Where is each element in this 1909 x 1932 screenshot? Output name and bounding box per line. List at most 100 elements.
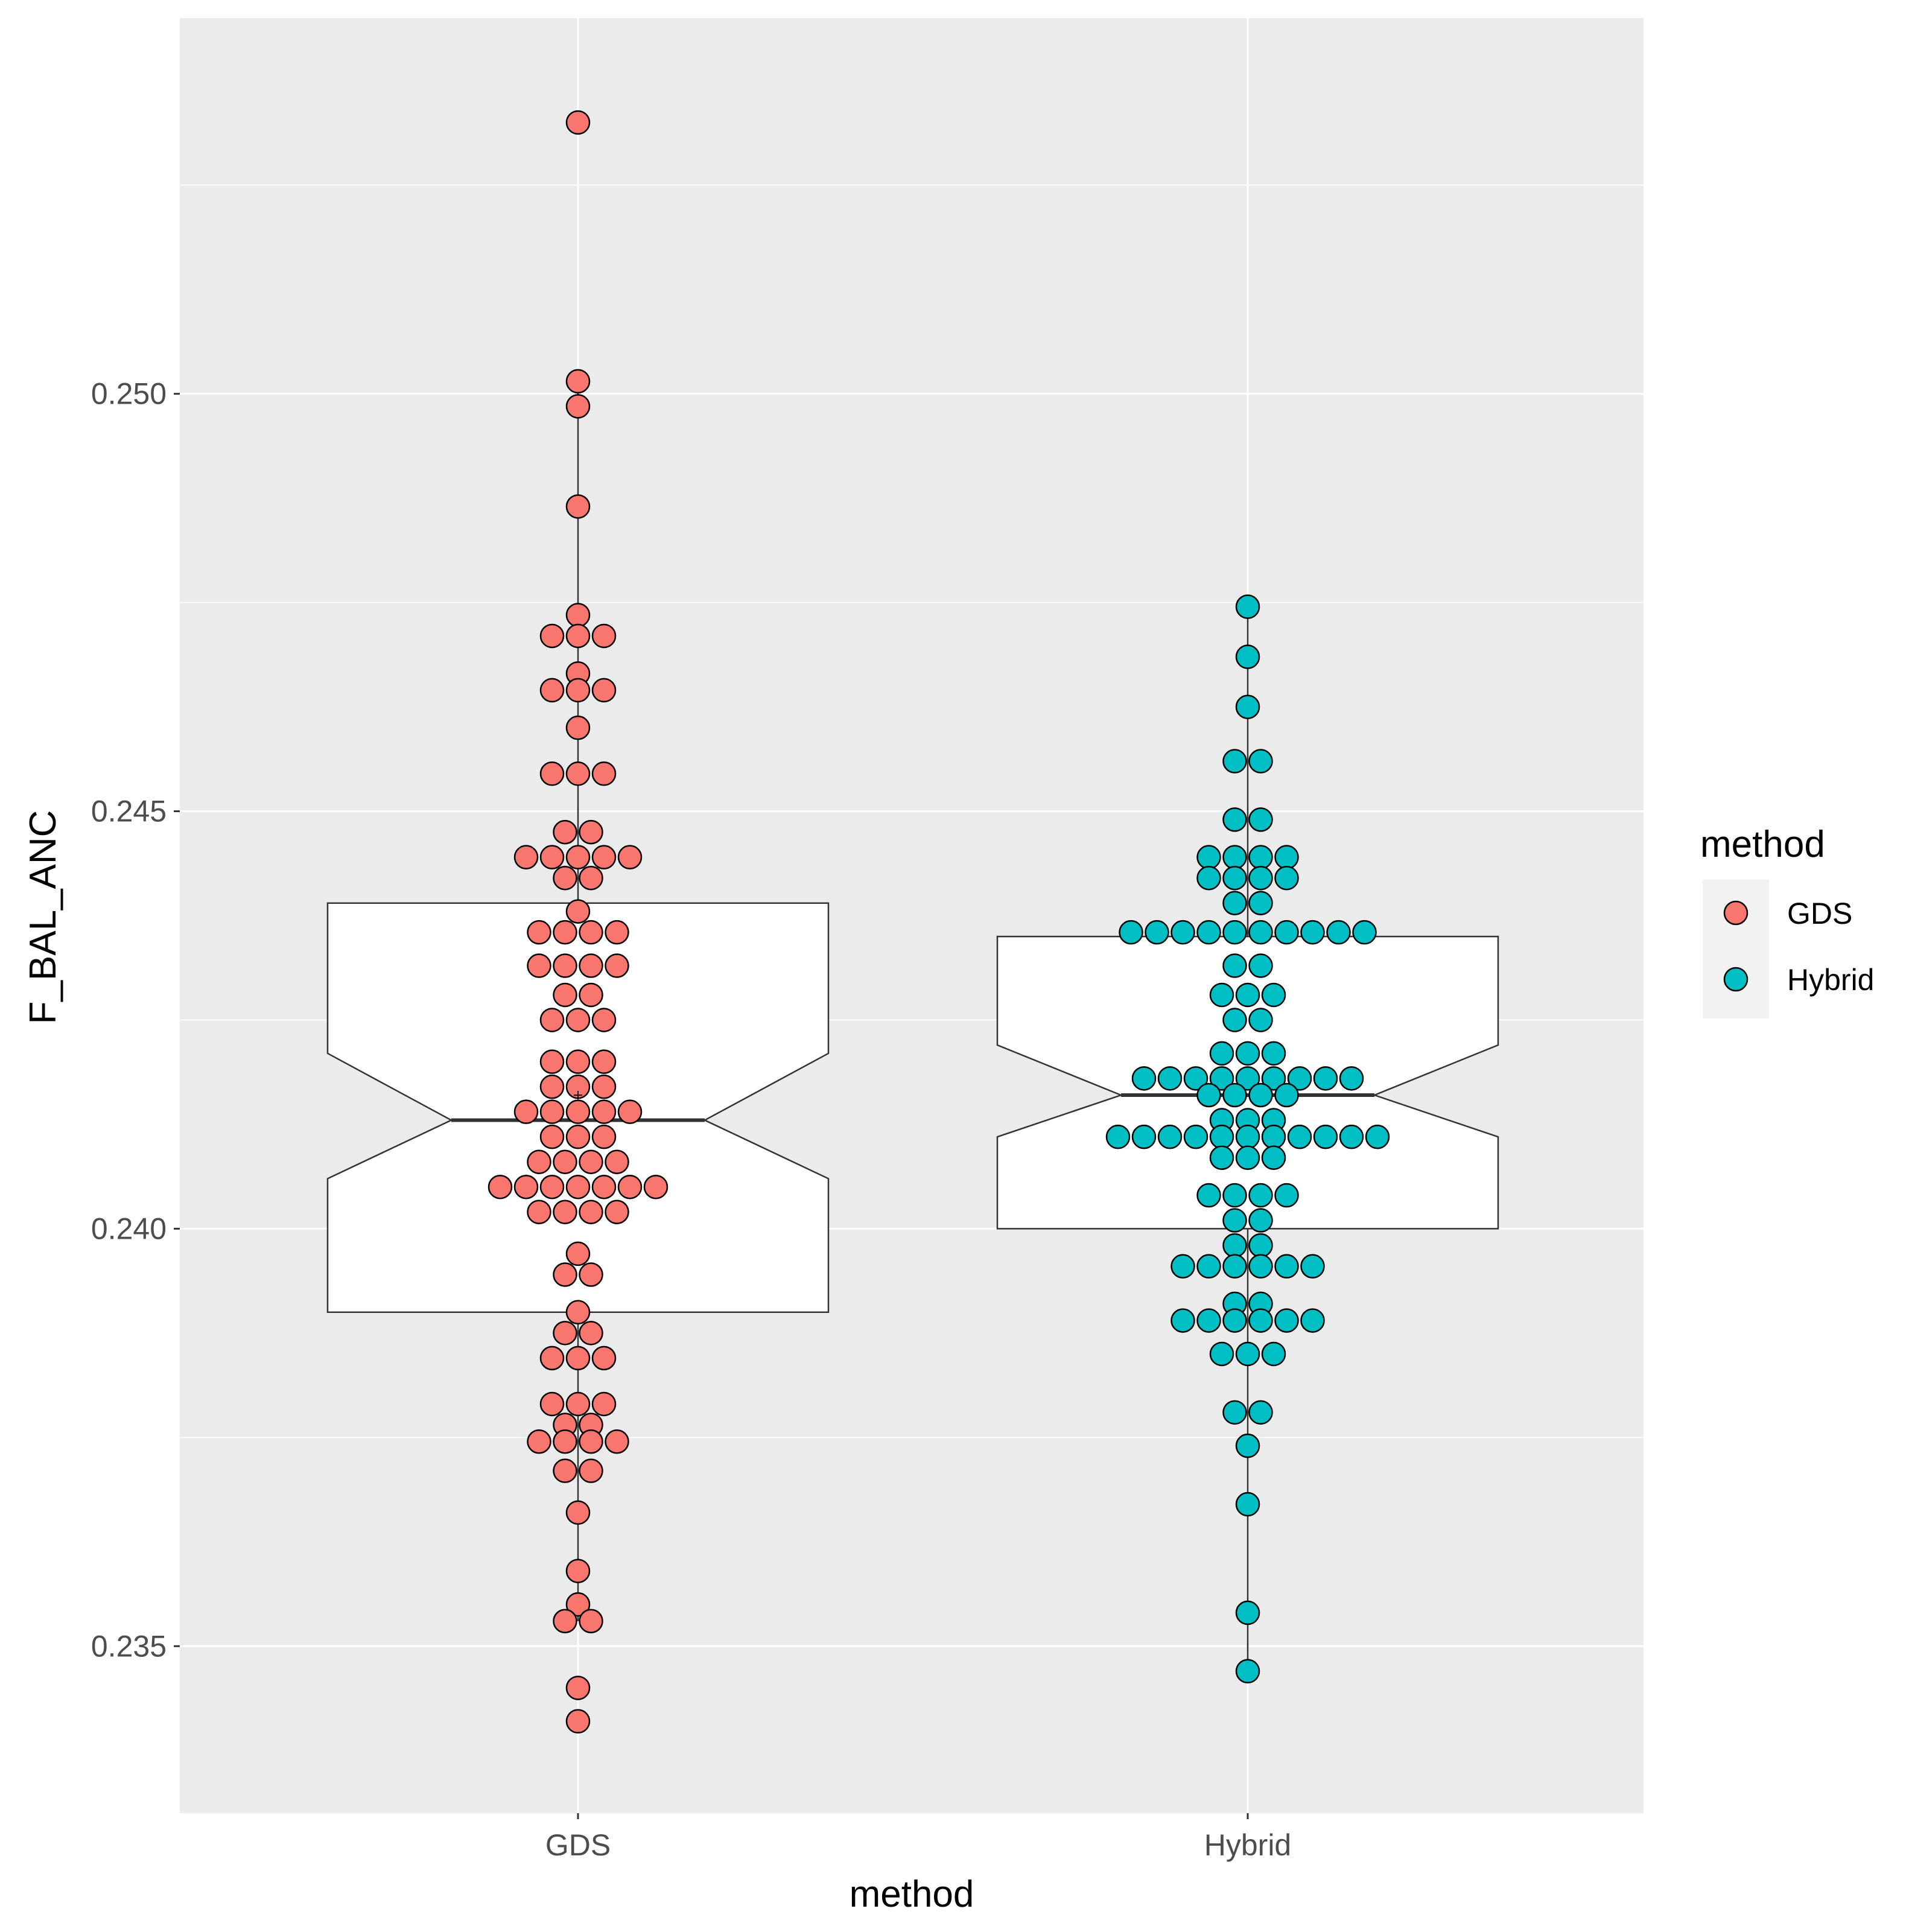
data-point-hybrid xyxy=(1196,920,1221,945)
data-point-gds xyxy=(553,1200,577,1224)
data-point-gds xyxy=(565,1559,591,1583)
data-point-gds xyxy=(553,1458,577,1483)
data-point-hybrid xyxy=(1222,891,1247,915)
data-point-gds xyxy=(565,899,591,924)
data-point-gds xyxy=(527,953,551,978)
x-axis-title: method xyxy=(850,1873,974,1915)
data-point-gds xyxy=(565,494,591,519)
data-point-hybrid xyxy=(1196,865,1221,891)
data-point-hybrid xyxy=(1222,1208,1247,1233)
data-point-gds xyxy=(591,678,617,703)
data-point-gds xyxy=(579,1609,603,1633)
data-point-gds xyxy=(553,920,577,945)
data-point-gds xyxy=(553,953,577,978)
data-point-hybrid xyxy=(1248,807,1273,832)
data-point-gds xyxy=(565,1174,591,1200)
data-point-gds xyxy=(565,394,591,419)
data-point-hybrid xyxy=(1222,1008,1247,1032)
data-point-hybrid xyxy=(1235,1145,1260,1171)
data-point-gds xyxy=(565,1241,591,1266)
data-point-gds xyxy=(527,1149,551,1174)
data-point-gds xyxy=(591,1174,617,1200)
data-point-hybrid xyxy=(1248,1400,1273,1425)
data-point-gds xyxy=(539,845,565,869)
data-point-gds xyxy=(565,1099,591,1124)
legend-title: method xyxy=(1700,824,1825,865)
data-point-hybrid xyxy=(1196,1183,1221,1208)
data-point-hybrid xyxy=(1274,920,1299,945)
data-point-gds xyxy=(527,920,551,945)
data-point-gds xyxy=(591,623,617,649)
data-point-gds xyxy=(565,1592,591,1617)
data-point-gds xyxy=(591,1049,617,1074)
data-point-gds xyxy=(579,1458,603,1483)
data-point-hybrid xyxy=(1196,1308,1221,1333)
dotplot-points xyxy=(488,110,1390,1734)
data-point-gds xyxy=(605,1429,629,1454)
data-point-gds xyxy=(565,603,591,628)
legend-key-gds xyxy=(1723,900,1749,926)
data-point-gds xyxy=(565,1391,591,1417)
data-point-hybrid xyxy=(1300,1308,1325,1333)
data-point-hybrid xyxy=(1339,1124,1364,1149)
data-point-hybrid xyxy=(1235,1041,1260,1066)
data-point-gds xyxy=(565,1346,591,1371)
data-point-gds xyxy=(579,1321,603,1346)
data-point-gds xyxy=(591,1346,617,1371)
data-point-hybrid xyxy=(1235,1492,1260,1517)
data-point-hybrid xyxy=(1170,1308,1195,1333)
data-point-gds xyxy=(579,1149,603,1174)
data-point-hybrid xyxy=(1235,594,1260,619)
data-point-hybrid xyxy=(1235,1433,1260,1458)
data-point-hybrid xyxy=(1222,953,1247,978)
data-point-hybrid xyxy=(1248,1254,1273,1279)
data-point-hybrid xyxy=(1248,920,1273,945)
data-point-hybrid xyxy=(1235,1124,1260,1149)
data-point-gds xyxy=(553,1149,577,1174)
data-point-hybrid xyxy=(1222,1308,1247,1333)
data-point-hybrid xyxy=(1261,1124,1286,1149)
data-point-gds xyxy=(565,1049,591,1074)
data-point-hybrid xyxy=(1209,1341,1234,1367)
data-point-gds xyxy=(579,1200,603,1224)
data-point-hybrid xyxy=(1235,1341,1260,1367)
data-point-gds xyxy=(513,1174,539,1200)
data-point-gds xyxy=(591,1008,617,1032)
data-point-gds xyxy=(565,678,591,703)
data-point-hybrid xyxy=(1222,920,1247,945)
data-point-gds xyxy=(591,1391,617,1417)
data-point-hybrid xyxy=(1261,1066,1286,1091)
data-point-hybrid xyxy=(1300,1254,1325,1279)
data-point-hybrid xyxy=(1235,694,1260,719)
data-point-gds xyxy=(591,761,617,786)
y-axis: 0.235 0.240 0.245 0.250 xyxy=(91,377,180,1663)
data-point-gds xyxy=(579,953,603,978)
data-point-hybrid xyxy=(1222,865,1247,891)
data-point-hybrid xyxy=(1248,865,1273,891)
data-point-gds xyxy=(579,920,603,945)
data-point-gds xyxy=(565,1124,591,1149)
data-point-gds xyxy=(565,623,591,649)
data-point-hybrid xyxy=(1287,1124,1312,1149)
data-point-hybrid xyxy=(1222,1400,1247,1425)
data-point-hybrid xyxy=(1222,1082,1247,1108)
data-point-hybrid xyxy=(1222,1254,1247,1279)
data-point-hybrid xyxy=(1248,1208,1273,1233)
data-point-hybrid xyxy=(1119,920,1143,945)
data-point-gds xyxy=(539,1049,565,1074)
data-point-hybrid xyxy=(1170,920,1195,945)
data-point-gds xyxy=(539,1346,565,1371)
data-point-hybrid xyxy=(1313,1124,1338,1149)
data-point-gds xyxy=(565,715,591,740)
data-point-hybrid xyxy=(1248,1008,1273,1032)
data-point-gds xyxy=(553,1609,577,1633)
data-point-gds xyxy=(539,1074,565,1099)
data-point-gds xyxy=(579,1429,603,1454)
data-point-hybrid xyxy=(1339,1066,1364,1091)
data-point-gds xyxy=(617,1099,643,1124)
data-point-hybrid xyxy=(1209,1145,1234,1171)
x-tick-label: Hybrid xyxy=(1204,1828,1291,1862)
data-point-hybrid xyxy=(1157,1066,1183,1091)
data-point-hybrid xyxy=(1261,982,1286,1008)
